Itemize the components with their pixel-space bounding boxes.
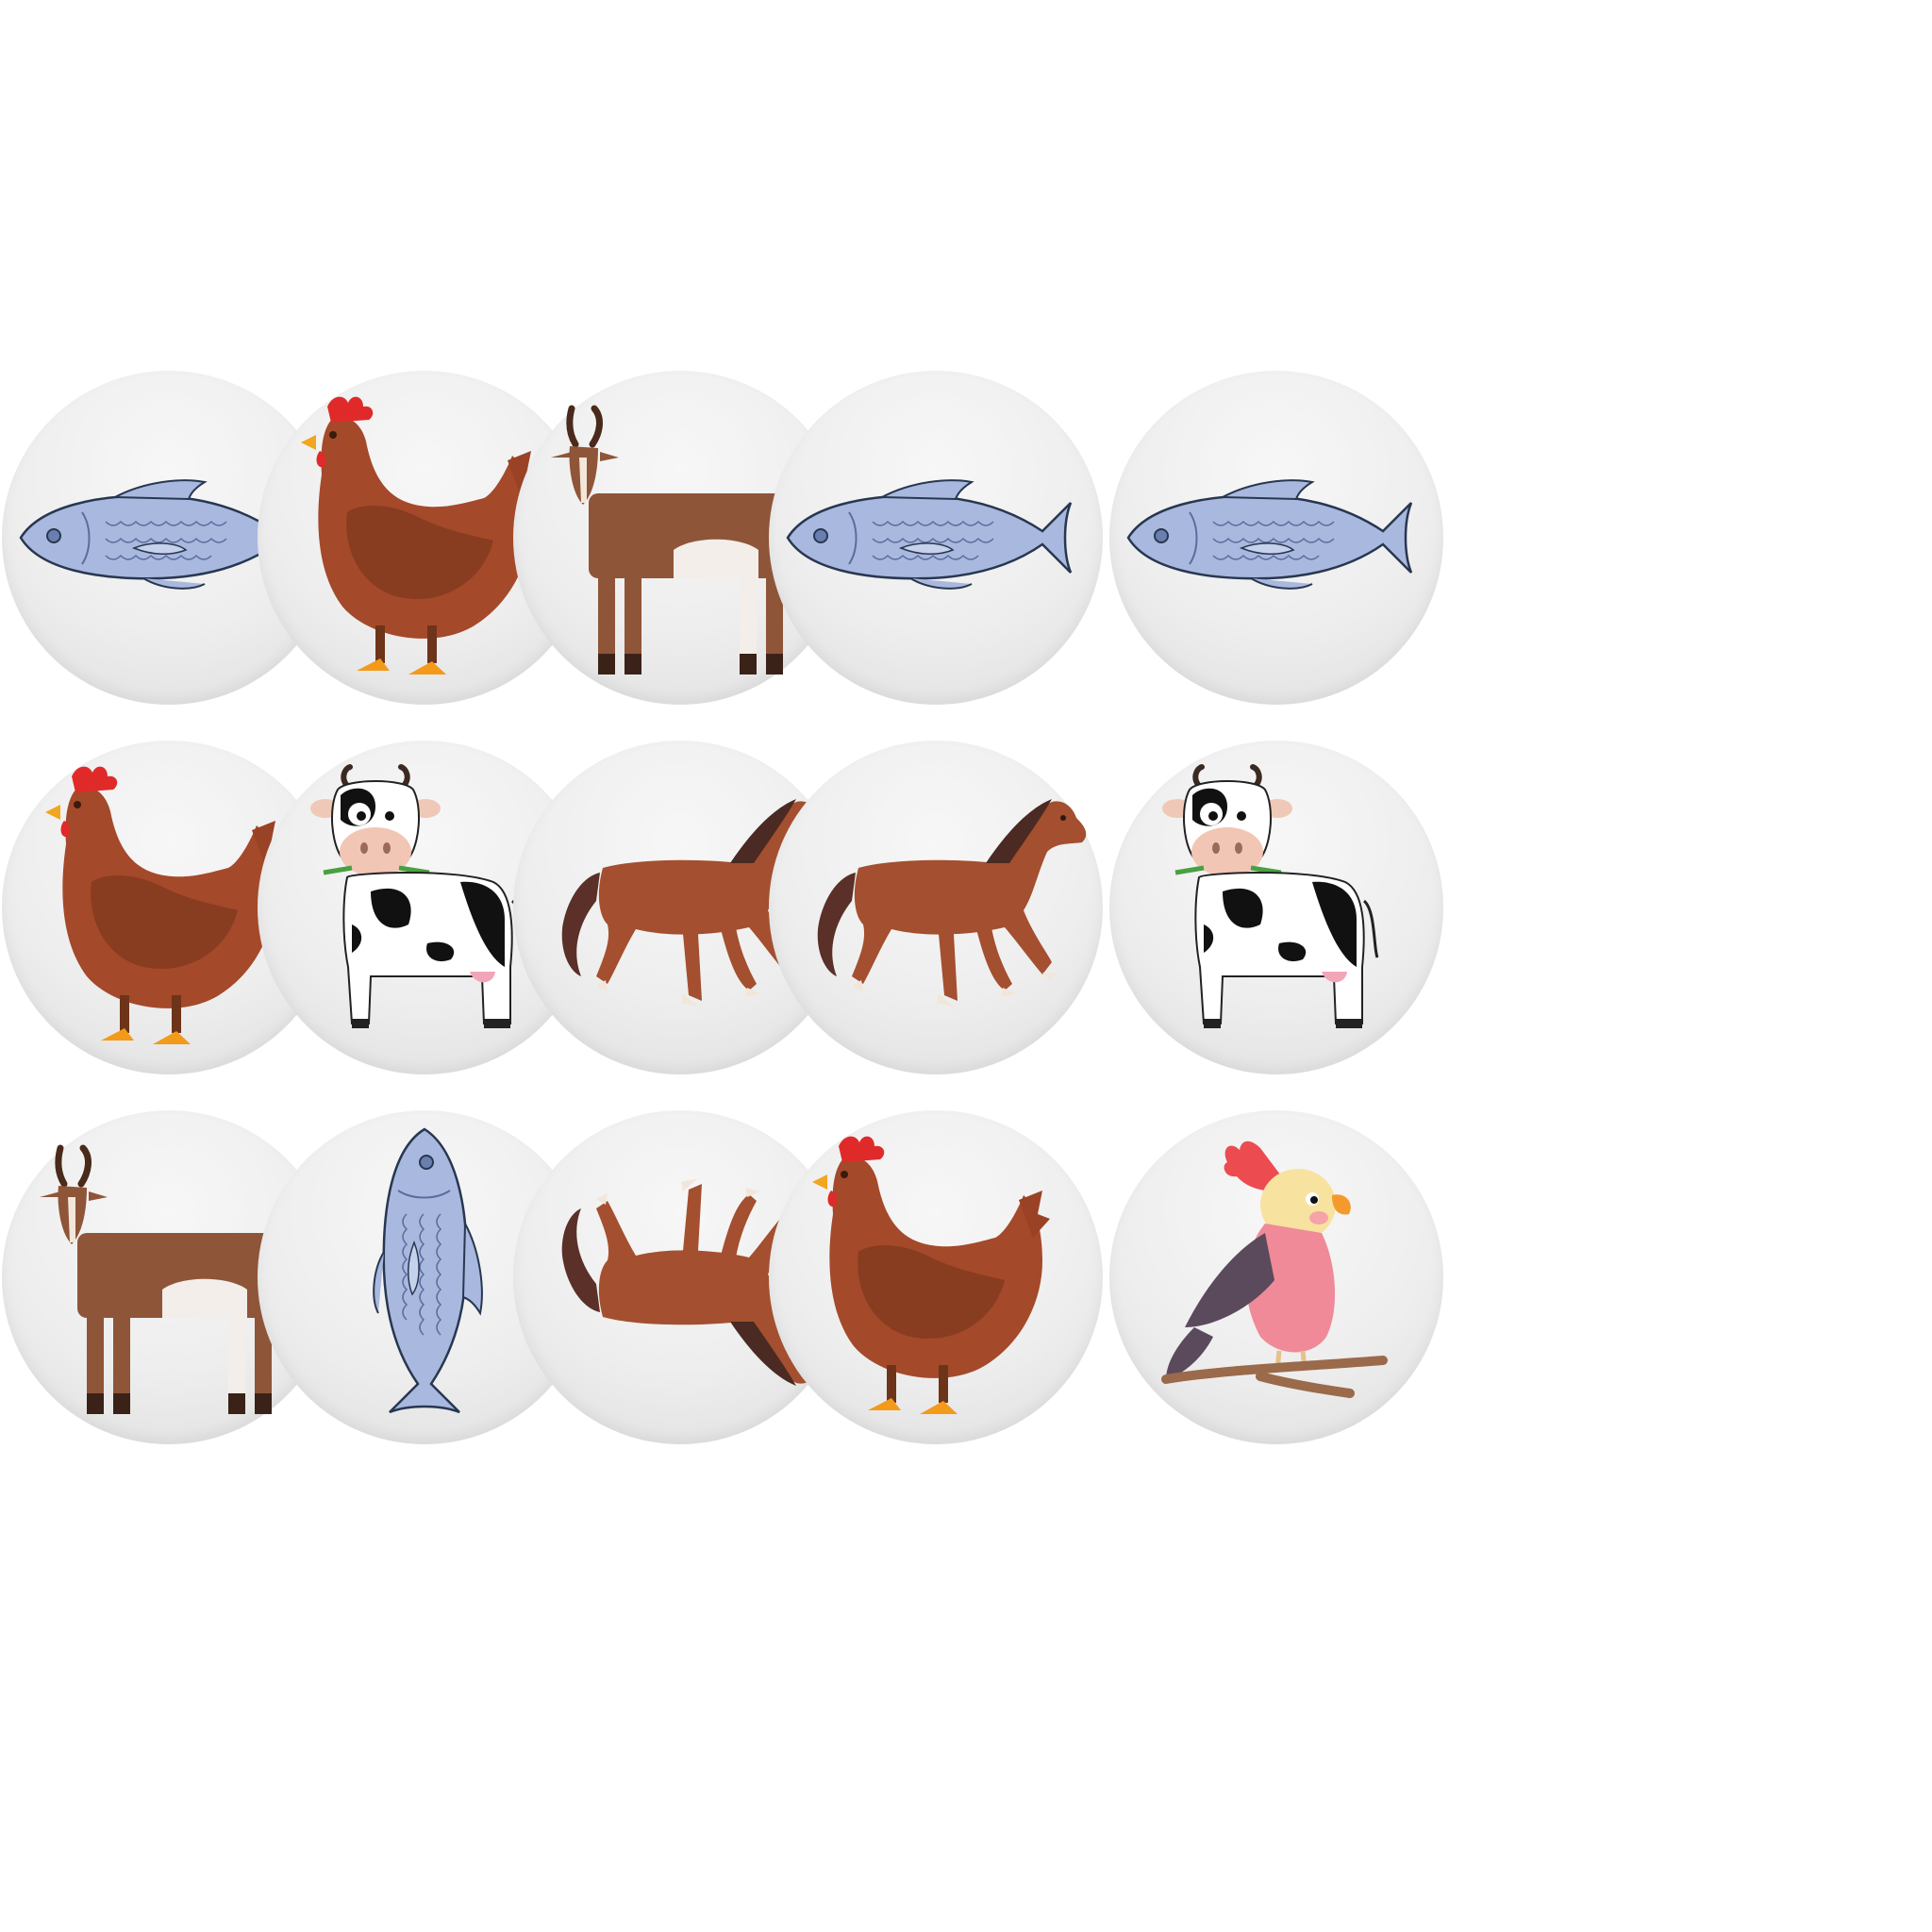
fish-icon: [1126, 478, 1413, 591]
grid-token-2-4[interactable]: [769, 741, 1103, 1074]
fish-icon: [786, 478, 1073, 591]
target-token-2[interactable]: [1109, 741, 1443, 1074]
chicken-icon: [812, 1136, 1050, 1414]
grid-token-1-4[interactable]: [769, 371, 1103, 705]
cow-icon: [1109, 741, 1443, 1074]
parrot-icon: [1109, 1110, 1443, 1444]
grid-token-3-4[interactable]: [769, 1110, 1103, 1444]
target-token-3[interactable]: [1109, 1110, 1443, 1444]
horse-icon: [817, 799, 1087, 1007]
target-token-1[interactable]: [1109, 371, 1443, 705]
